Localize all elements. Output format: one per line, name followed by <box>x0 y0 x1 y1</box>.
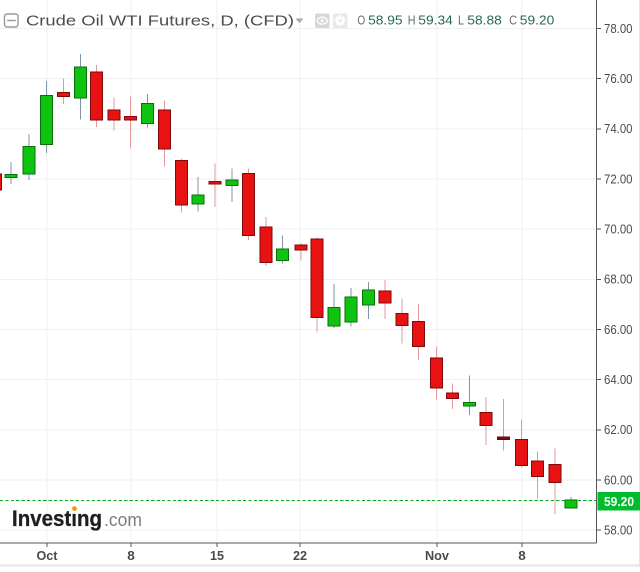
svg-text:.com: .com <box>104 509 142 530</box>
svg-text:58.95: 58.95 <box>368 13 402 28</box>
svg-text:68.00: 68.00 <box>604 273 633 287</box>
svg-text:15: 15 <box>210 549 224 563</box>
svg-text:72.00: 72.00 <box>604 172 633 186</box>
svg-text:74.00: 74.00 <box>604 122 633 136</box>
svg-text:60.00: 60.00 <box>604 473 633 487</box>
svg-text:8: 8 <box>518 549 526 563</box>
svg-text:Oct: Oct <box>37 549 59 563</box>
svg-text:H: H <box>408 13 416 28</box>
svg-text:58.00: 58.00 <box>604 524 633 538</box>
svg-text:64.00: 64.00 <box>604 373 633 387</box>
svg-text:L: L <box>458 13 464 28</box>
svg-text:66.00: 66.00 <box>604 323 633 337</box>
svg-text:76.00: 76.00 <box>604 72 633 86</box>
svg-text:59.34: 59.34 <box>418 13 453 28</box>
svg-text:59.20: 59.20 <box>604 494 634 509</box>
svg-text:C: C <box>509 13 517 28</box>
svg-text:22: 22 <box>293 549 307 563</box>
svg-text:8: 8 <box>127 549 135 563</box>
svg-text:62.00: 62.00 <box>604 423 633 437</box>
svg-text:58.88: 58.88 <box>467 13 502 28</box>
svg-text:Nov: Nov <box>425 549 449 563</box>
svg-text:59.20: 59.20 <box>520 13 555 28</box>
svg-text:70.00: 70.00 <box>604 223 633 237</box>
svg-text:Crude Oil WTI Futures, D, (CFD: Crude Oil WTI Futures, D, (CFD) <box>26 13 294 30</box>
svg-text:Investıng: Investıng <box>12 506 102 531</box>
svg-text:78.00: 78.00 <box>604 22 633 36</box>
svg-text:O: O <box>357 13 365 28</box>
